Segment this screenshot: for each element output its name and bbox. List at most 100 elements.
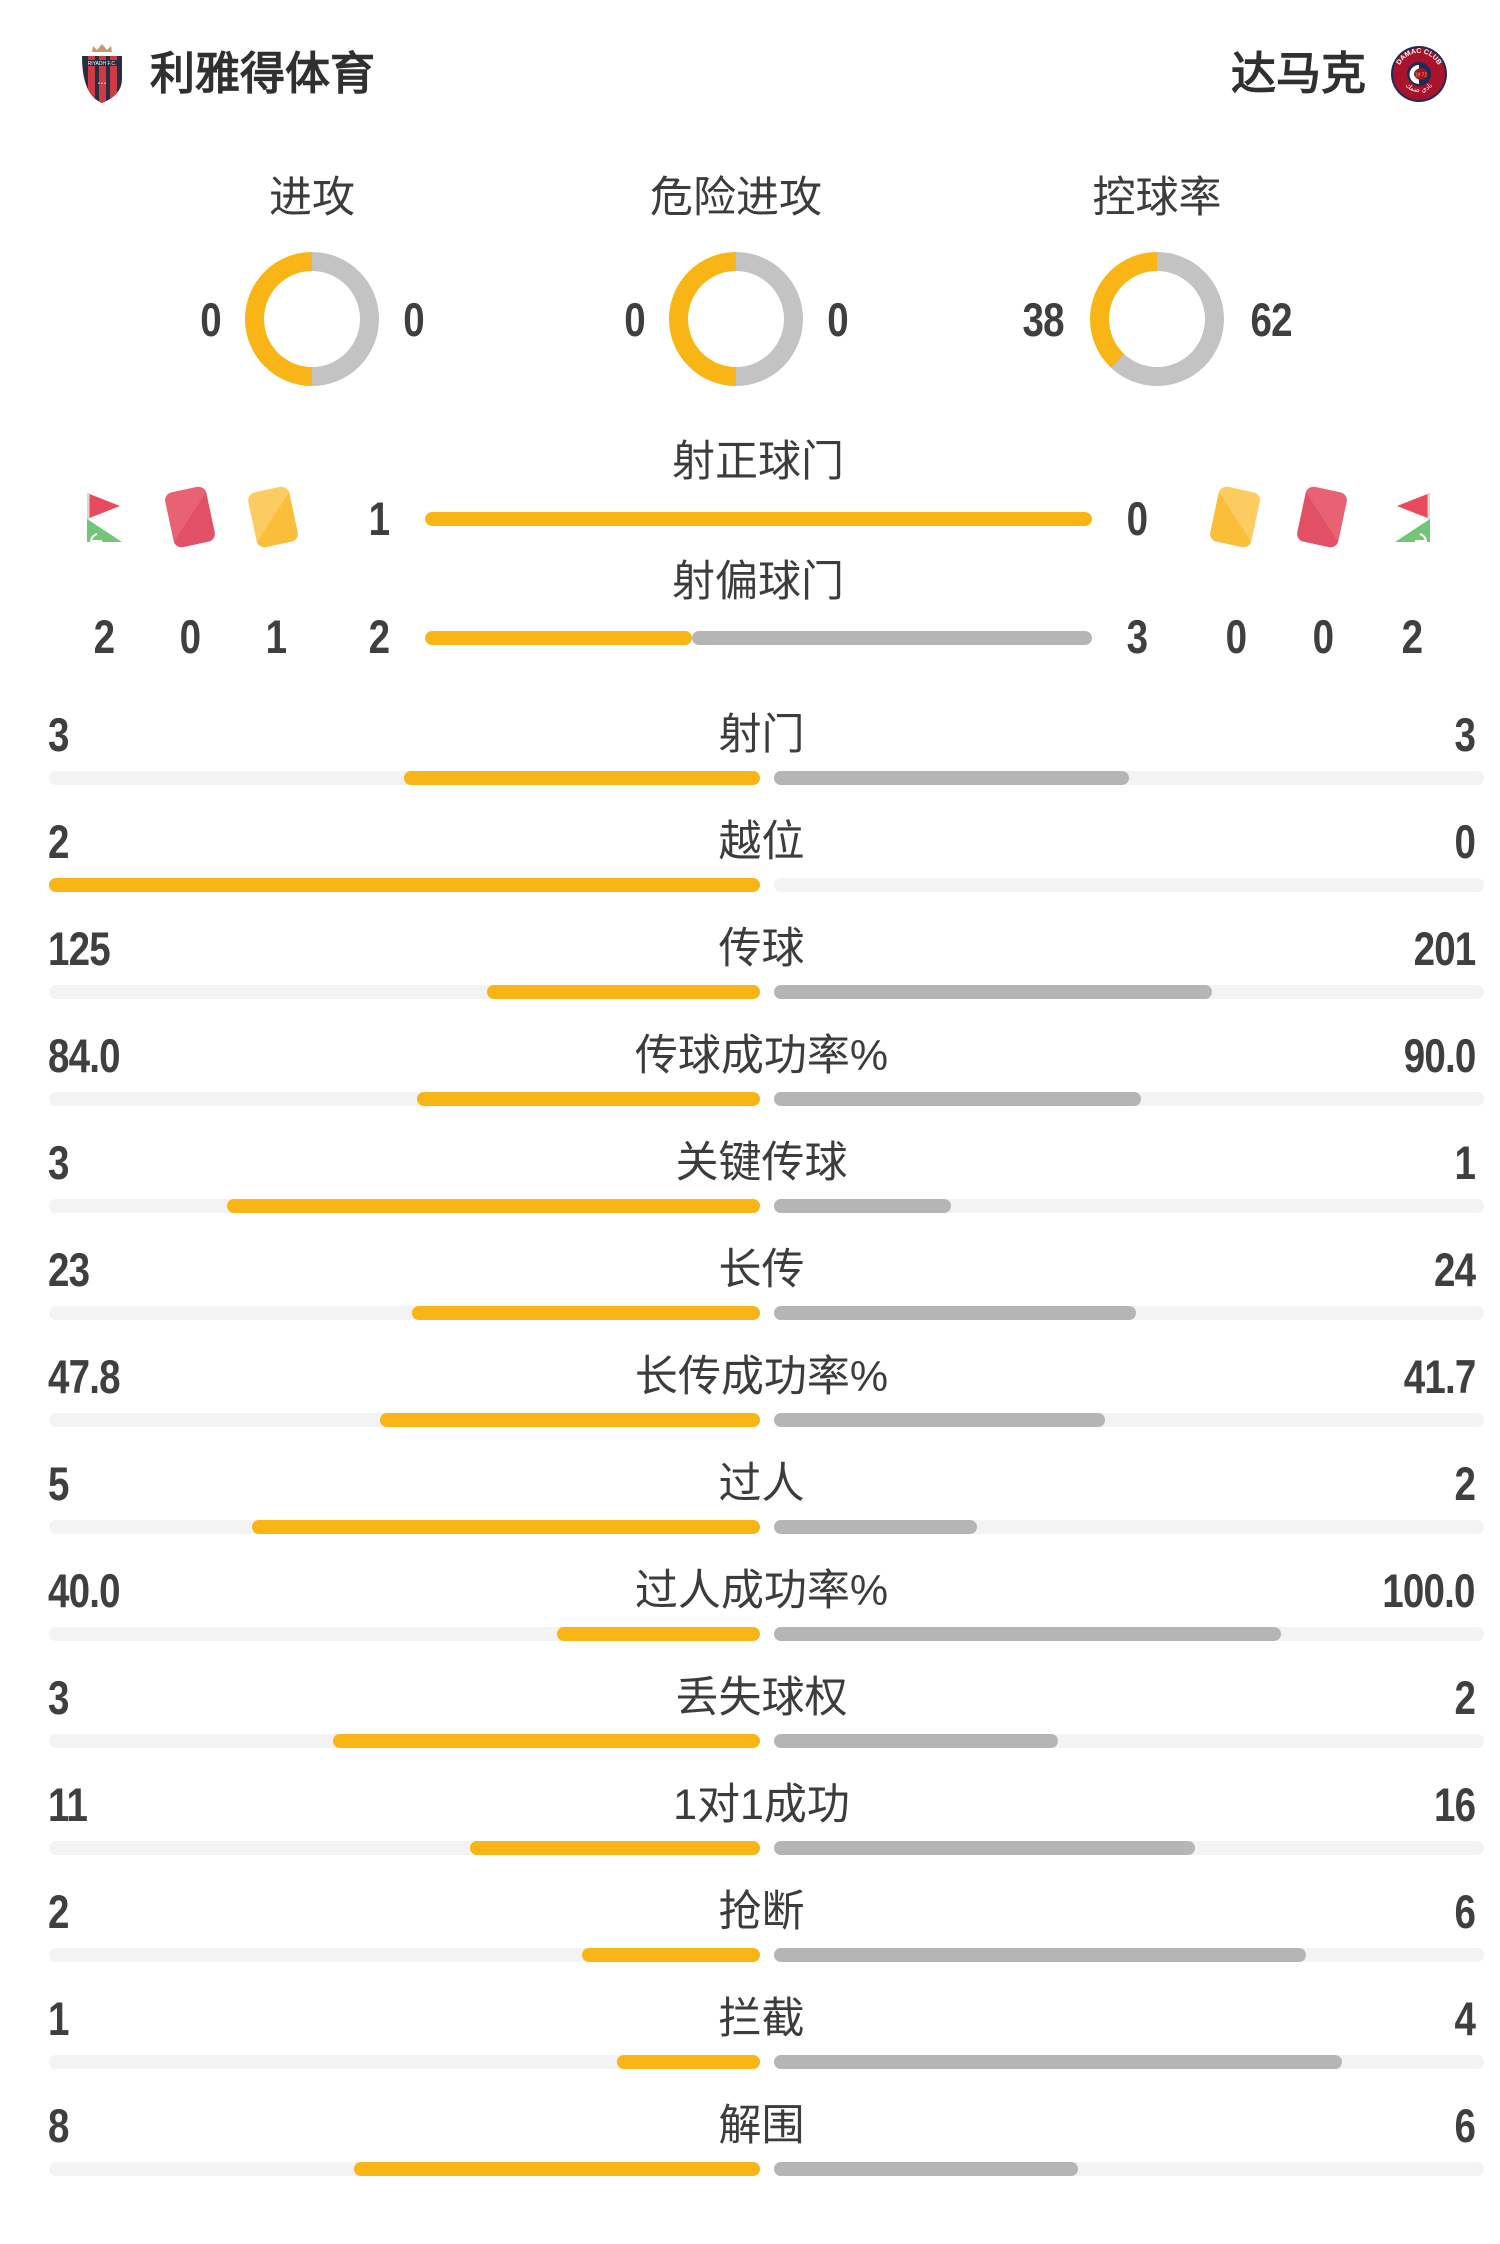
shots-off-target-bar <box>425 631 1092 645</box>
stat-values: 长传成功率% 47.8 41.7 <box>48 1350 1476 1404</box>
stat-values: 射门 3 3 <box>48 708 1476 762</box>
home-yellow-cards-count: 1 <box>265 610 287 663</box>
stat-label: 1对1成功 <box>673 1781 850 1829</box>
stat-away-value: 0 <box>1454 815 1475 868</box>
home-bar-fill <box>411 1306 760 1320</box>
away-bar-track <box>773 985 1484 999</box>
stat-away-value: 90.0 <box>1403 1029 1476 1082</box>
stat-values: 越位 2 0 <box>48 815 1476 869</box>
home-bar-track <box>49 985 760 999</box>
shots-off-target-away: 3 <box>1126 610 1148 663</box>
away-bar-fill <box>773 2055 1342 2069</box>
team-home[interactable]: RIYADH F.C. • • • 利雅得体育 <box>78 42 375 106</box>
stat-home-value: 11 <box>48 1778 88 1831</box>
home-red-cards-count: 0 <box>179 610 201 663</box>
stat-row: 过人 5 2 <box>0 1431 1500 1538</box>
donut-ring <box>1090 252 1224 386</box>
stat-home-value: 125 <box>48 922 111 975</box>
donut-title: 控球率 <box>1092 174 1222 222</box>
away-bar-track <box>773 771 1484 785</box>
away-bar-fill <box>773 1199 952 1213</box>
stat-row: 抢断 2 6 <box>0 1859 1500 1966</box>
shots-on-target-bar <box>425 512 1092 526</box>
stat-row: 过人成功率% 40.0 100.0 <box>0 1538 1500 1645</box>
stat-home-value: 3 <box>48 1671 69 1724</box>
stat-label: 过人 <box>718 1460 805 1508</box>
yellow-card-icon <box>246 485 300 549</box>
away-bar-track <box>773 1413 1484 1427</box>
shots-off-target-home: 2 <box>368 610 390 663</box>
home-bar-track <box>49 1627 760 1641</box>
away-bar-fill <box>773 1092 1141 1106</box>
away-bar-fill <box>773 1841 1195 1855</box>
team-away[interactable]: DAMAC CLUB نادي ضمك 19 72 达马克 <box>1231 42 1448 106</box>
stat-bar <box>49 2055 1484 2069</box>
home-bar-fill <box>380 1413 760 1427</box>
away-bar-track <box>773 1841 1484 1855</box>
donut-ring <box>669 252 803 386</box>
stat-label: 关键传球 <box>675 1139 848 1187</box>
stat-bar <box>49 1520 1484 1534</box>
stat-label: 抢断 <box>718 1888 805 1936</box>
svg-text:• • •: • • • <box>98 81 106 87</box>
away-bar-track <box>773 2055 1484 2069</box>
away-bar-track <box>773 1306 1484 1320</box>
home-bar-track <box>49 1841 760 1855</box>
home-bar-fill <box>425 512 1092 526</box>
red-card-icon <box>163 485 217 549</box>
stat-away-value: 6 <box>1454 1885 1475 1938</box>
donut-gauge-1: 进攻 0 0 <box>95 174 529 386</box>
donut-away-value: 0 <box>403 292 424 346</box>
home-bar-fill <box>425 631 692 645</box>
stat-values: 长传 23 24 <box>48 1243 1476 1297</box>
home-bar-track <box>49 1199 760 1213</box>
donut-away-value: 0 <box>827 292 848 346</box>
away-bar-track <box>773 1520 1484 1534</box>
stat-home-value: 1 <box>48 1992 69 2045</box>
donut-home-value: 38 <box>1022 292 1064 346</box>
stat-home-value: 3 <box>48 1136 69 1189</box>
stat-row: 长传成功率% 47.8 41.7 <box>0 1324 1500 1431</box>
stat-bar <box>49 1627 1484 1641</box>
donut-away-value: 62 <box>1250 292 1293 346</box>
red-card-icon <box>1295 485 1349 549</box>
stat-bar <box>49 771 1484 785</box>
stat-values: 关键传球 3 1 <box>48 1136 1476 1190</box>
home-bar-fill <box>333 1734 760 1748</box>
stat-away-value: 3 <box>1454 708 1475 761</box>
home-bar-track <box>49 1734 760 1748</box>
stat-values: 丢失球权 3 2 <box>48 1671 1476 1725</box>
away-corners-count: 2 <box>1401 610 1423 663</box>
stat-label: 拦截 <box>718 1995 805 2043</box>
away-bar-track <box>773 1092 1484 1106</box>
away-bar-track <box>773 878 1484 892</box>
home-bar-fill <box>416 1092 760 1106</box>
stat-row: 传球成功率% 84.0 90.0 <box>0 1003 1500 1110</box>
home-bar-fill <box>252 1520 760 1534</box>
home-bar-fill <box>470 1841 760 1855</box>
away-bar-track <box>773 1948 1484 1962</box>
home-bar-track <box>49 878 760 892</box>
shots-off-target-label: 射偏球门 <box>672 558 844 606</box>
stat-home-value: 5 <box>48 1457 69 1510</box>
stat-row: 解围 8 6 <box>0 2073 1500 2180</box>
crown-icon <box>92 44 112 52</box>
stat-row: 传球 125 201 <box>0 896 1500 1003</box>
home-bar-track <box>49 1948 760 1962</box>
stat-away-value: 16 <box>1433 1778 1476 1831</box>
stat-away-value: 100.0 <box>1382 1564 1476 1617</box>
home-team-logo: RIYADH F.C. • • • <box>82 44 122 103</box>
stat-away-value: 6 <box>1454 2099 1475 2152</box>
stat-away-value: 4 <box>1454 1992 1475 2045</box>
stat-label: 长传 <box>718 1246 805 1294</box>
stat-values: 1对1成功 11 16 <box>48 1778 1476 1832</box>
svg-text:19 72: 19 72 <box>1415 73 1428 79</box>
home-bar-track <box>49 2162 760 2176</box>
away-bar-fill <box>773 1948 1307 1962</box>
stat-home-value: 2 <box>48 1885 69 1938</box>
home-bar-track <box>49 1306 760 1320</box>
donut-ring <box>245 252 379 386</box>
shots-on-target-label: 射正球门 <box>672 438 844 486</box>
stat-row: 1对1成功 11 16 <box>0 1752 1500 1859</box>
